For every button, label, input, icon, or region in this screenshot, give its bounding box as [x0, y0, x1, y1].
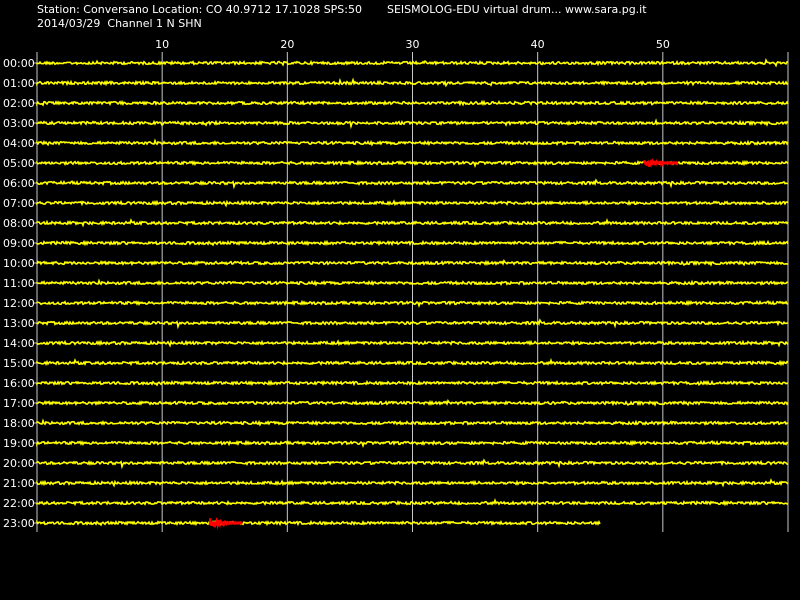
- station-info: Station: Conversano Location: CO 40.9712…: [37, 3, 362, 16]
- trace-row: [36, 299, 789, 309]
- x-tick-label: 30: [406, 38, 420, 51]
- trace-row: [36, 99, 789, 107]
- trace-row: [36, 439, 789, 449]
- row-time-label: 08:00: [3, 217, 35, 230]
- trace-rows: [36, 57, 789, 527]
- trace-row: [36, 77, 789, 88]
- trace-row: [36, 217, 789, 228]
- trace-row: [36, 57, 789, 68]
- x-tick-label: 20: [280, 38, 294, 51]
- row-time-label: 07:00: [3, 197, 35, 210]
- row-time-label: 03:00: [3, 117, 35, 130]
- row-time-label: 09:00: [3, 237, 35, 250]
- row-time-label: 02:00: [3, 97, 35, 110]
- trace-row: [36, 418, 789, 427]
- row-time-label: 20:00: [3, 457, 35, 470]
- x-tick-label: 10: [155, 38, 169, 51]
- trace-row: [36, 259, 789, 267]
- trace-row: [36, 138, 789, 147]
- row-time-label: 13:00: [3, 317, 35, 330]
- trace-row: [36, 278, 789, 287]
- row-time-label: 01:00: [3, 77, 35, 90]
- trace-row: [36, 318, 789, 330]
- trace-row: [36, 458, 789, 470]
- row-time-label: 04:00: [3, 137, 35, 150]
- trace-row: [36, 199, 789, 208]
- row-time-label: 23:00: [3, 517, 35, 530]
- x-tick-label: 50: [656, 38, 670, 51]
- row-time-label: 16:00: [3, 377, 35, 390]
- trace-row: [36, 478, 789, 488]
- date-channel-info: 2014/03/29 Channel 1 N SHN: [37, 17, 202, 30]
- row-time-label: 12:00: [3, 297, 35, 310]
- row-time-label: 14:00: [3, 337, 35, 350]
- trace-row: [36, 519, 601, 527]
- trace-row: [36, 357, 789, 367]
- x-tick-label: 40: [531, 38, 545, 51]
- trace-row: [36, 339, 789, 348]
- x-tick-labels: 10 20 30 40 50: [155, 38, 670, 51]
- trace-row: [36, 118, 789, 130]
- app-title: SEISMOLOG-EDU virtual drum... www.sara.p…: [387, 3, 647, 16]
- trace-row: [36, 239, 789, 247]
- trace-row: [36, 497, 789, 507]
- row-time-label: 15:00: [3, 357, 35, 370]
- grid-lines: [33, 52, 789, 532]
- row-time-label: 22:00: [3, 497, 35, 510]
- row-time-label: 18:00: [3, 417, 35, 430]
- trace-row: [36, 178, 789, 190]
- event-markers: [208, 158, 679, 530]
- row-time-label: 17:00: [3, 397, 35, 410]
- trace-row: [36, 399, 789, 407]
- row-time-label: 06:00: [3, 177, 35, 190]
- row-time-label: 00:00: [3, 57, 35, 70]
- trace-row: [36, 379, 789, 387]
- row-time-label: 11:00: [3, 277, 35, 290]
- row-time-label: 10:00: [3, 257, 35, 270]
- row-time-label: 21:00: [3, 477, 35, 490]
- row-time-label: 05:00: [3, 157, 35, 170]
- row-time-labels: 00:00 01:00 02:00 03:00 04:00 05:00 06:00 07:00…: [3, 57, 35, 530]
- row-time-label: 19:00: [3, 437, 35, 450]
